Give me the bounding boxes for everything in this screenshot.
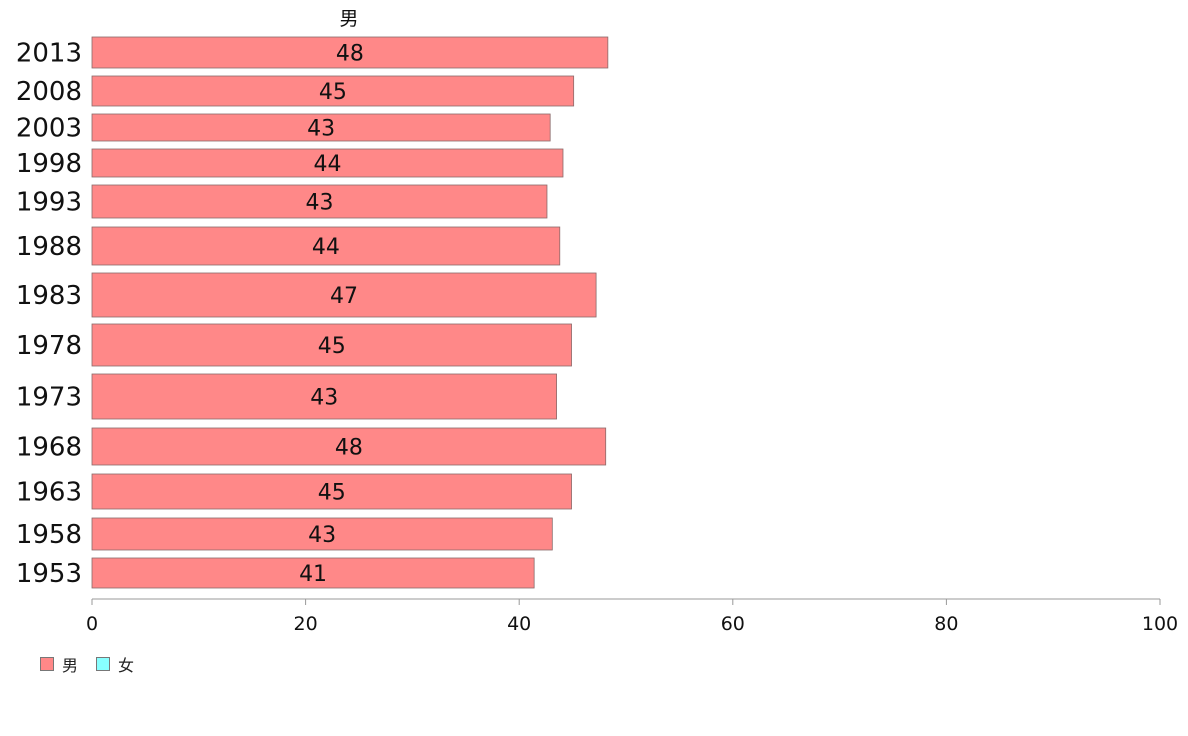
- data-label-1973: 43: [310, 386, 338, 411]
- bar-1958: [91, 517, 553, 551]
- x-tick-label-40: 40: [507, 613, 531, 635]
- chart-title: 男: [339, 8, 358, 30]
- category-label-2013: 2013: [16, 39, 82, 69]
- data-label-2003: 43: [307, 117, 335, 142]
- legend-label-female: 女: [118, 656, 135, 675]
- bar-chart: 男 48 2013 45 2008 43 2003 44 1998 43 1993 44 1988 47 1…: [16, 8, 1178, 635]
- data-label-1968: 48: [335, 436, 363, 461]
- category-label-1968: 1968: [16, 433, 82, 463]
- category-label-1953: 1953: [16, 559, 82, 589]
- bar-1983: [91, 272, 597, 318]
- bar-1993: [91, 184, 548, 219]
- data-label-1958: 43: [308, 523, 336, 548]
- bar-1953: [91, 557, 535, 589]
- category-label-2008: 2008: [16, 77, 82, 107]
- legend: 男 女: [40, 652, 134, 676]
- category-label-1958: 1958: [16, 520, 82, 550]
- x-tick-label-80: 80: [934, 613, 958, 635]
- bar-1968: [91, 427, 607, 466]
- data-label-2013: 48: [336, 42, 364, 67]
- x-tick-label-20: 20: [294, 613, 318, 635]
- category-label-1983: 1983: [16, 281, 82, 311]
- bar-1978: [91, 323, 572, 367]
- data-label-1978: 45: [318, 334, 346, 359]
- category-label-1978: 1978: [16, 331, 82, 361]
- data-label-1998: 44: [313, 152, 341, 177]
- bar-2003: [91, 113, 551, 142]
- data-label-2008: 45: [319, 80, 347, 105]
- category-label-1998: 1998: [16, 149, 82, 179]
- category-label-1993: 1993: [16, 188, 82, 218]
- bar-2013: [91, 36, 609, 69]
- x-tick-label-100: 100: [1142, 613, 1178, 635]
- legend-label-male: 男: [62, 656, 79, 675]
- legend-item-female: 女: [96, 652, 134, 676]
- category-label-1988: 1988: [16, 232, 82, 262]
- data-label-1983: 47: [330, 284, 358, 309]
- category-label-1973: 1973: [16, 383, 82, 413]
- bar-1988: [91, 226, 561, 266]
- data-label-1953: 41: [299, 562, 327, 587]
- category-label-2003: 2003: [16, 114, 82, 144]
- bar-1963: [91, 473, 572, 510]
- data-label-1993: 43: [305, 191, 333, 216]
- x-tick-label-60: 60: [721, 613, 745, 635]
- legend-swatch-male: [40, 657, 54, 671]
- legend-item-male: 男: [40, 652, 78, 676]
- bar-1998: [91, 148, 564, 178]
- x-tick-label-0: 0: [86, 613, 98, 635]
- bar-1973: [91, 373, 557, 420]
- bar-2008: [91, 75, 575, 107]
- data-label-1963: 45: [318, 481, 346, 506]
- legend-swatch-female: [96, 657, 111, 671]
- data-label-1988: 44: [312, 235, 340, 260]
- category-label-1963: 1963: [16, 478, 82, 508]
